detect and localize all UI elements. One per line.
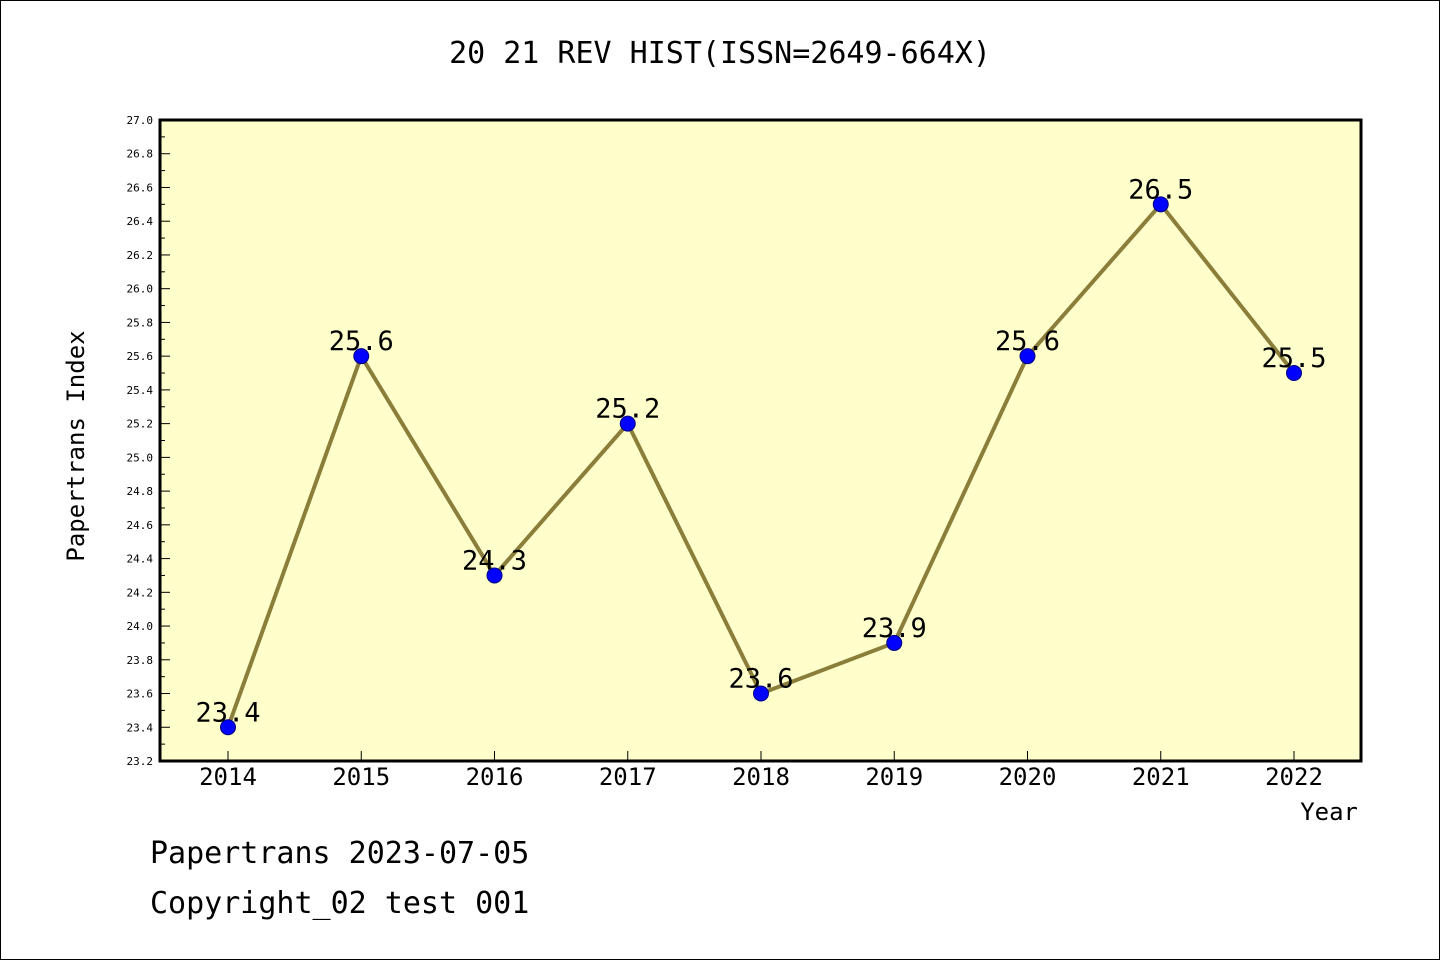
x-axis-label: Year bbox=[1300, 798, 1358, 826]
data-label: 25.5 bbox=[1261, 343, 1326, 374]
x-tick-label: 2022 bbox=[1265, 763, 1323, 791]
y-tick-label: 24.0 bbox=[127, 620, 154, 633]
y-tick-label: 25.2 bbox=[127, 418, 154, 431]
x-tick-label: 2015 bbox=[332, 763, 390, 791]
data-point bbox=[1286, 365, 1302, 382]
y-tick-label: 24.6 bbox=[127, 519, 154, 532]
data-label: 25.6 bbox=[329, 326, 394, 357]
y-tick-label: 24.8 bbox=[127, 485, 154, 498]
y-tick-label: 23.6 bbox=[127, 688, 154, 701]
y-tick-label: 23.2 bbox=[127, 755, 154, 768]
data-label: 23.6 bbox=[728, 664, 793, 695]
data-label: 25.6 bbox=[995, 326, 1060, 357]
y-tick-label: 24.4 bbox=[127, 553, 154, 566]
y-tick-label: 25.8 bbox=[127, 316, 154, 329]
y-tick-label: 26.2 bbox=[127, 249, 154, 262]
data-point bbox=[753, 685, 769, 702]
y-tick-label: 26.8 bbox=[127, 148, 154, 161]
y-axis-ticks: 23.2 23.4 23.6 23.8 24.0 24.2 24.4 24.6 24.8 25.0… bbox=[127, 114, 170, 768]
x-tick-label: 2014 bbox=[199, 763, 257, 791]
y-tick-label: 25.4 bbox=[127, 384, 154, 397]
data-label: 24.3 bbox=[462, 545, 527, 576]
data-label: 25.2 bbox=[595, 394, 660, 425]
x-tick-label: 2017 bbox=[599, 763, 657, 791]
x-tick-label: 2016 bbox=[466, 763, 524, 791]
x-tick-label: 2019 bbox=[865, 763, 923, 791]
data-point bbox=[619, 415, 636, 432]
y-tick-label: 26.4 bbox=[127, 215, 154, 228]
data-point bbox=[220, 719, 236, 736]
chart-title: 20 21 REV HIST(ISSN=2649-664X) bbox=[449, 36, 991, 71]
y-tick-label: 25.6 bbox=[127, 350, 154, 363]
y-tick-label: 27.0 bbox=[127, 114, 154, 127]
data-label: 23.9 bbox=[862, 613, 927, 644]
y-tick-label: 26.6 bbox=[127, 181, 154, 194]
x-tick-label: 2020 bbox=[999, 763, 1057, 791]
x-tick-label: 2018 bbox=[732, 763, 790, 791]
plot-frame bbox=[158, 118, 1363, 763]
y-tick-label: 23.8 bbox=[127, 654, 154, 667]
footer-date: Papertrans 2023-07-05 bbox=[150, 836, 530, 871]
data-point bbox=[1019, 348, 1036, 365]
x-axis-ticks: 2014 2015 2016 2017 2018 2019 2020 2021 2022 bbox=[199, 751, 1323, 791]
x-tick-label: 2021 bbox=[1132, 763, 1190, 791]
y-axis-label: Papertrans Index bbox=[62, 330, 90, 561]
data-point bbox=[353, 348, 370, 365]
y-tick-label: 26.0 bbox=[127, 283, 154, 296]
y-tick-label: 24.2 bbox=[127, 586, 154, 599]
data-label: 23.4 bbox=[195, 697, 260, 728]
y-tick-label: 23.4 bbox=[127, 721, 154, 734]
y-tick-label: 25.0 bbox=[127, 451, 154, 464]
data-point bbox=[1152, 196, 1169, 213]
plot-background bbox=[160, 120, 1361, 761]
data-point bbox=[886, 634, 903, 651]
data-point bbox=[486, 567, 503, 584]
data-label: 26.5 bbox=[1128, 174, 1193, 205]
footer-copyright: Copyright_02 test 001 bbox=[150, 886, 530, 921]
